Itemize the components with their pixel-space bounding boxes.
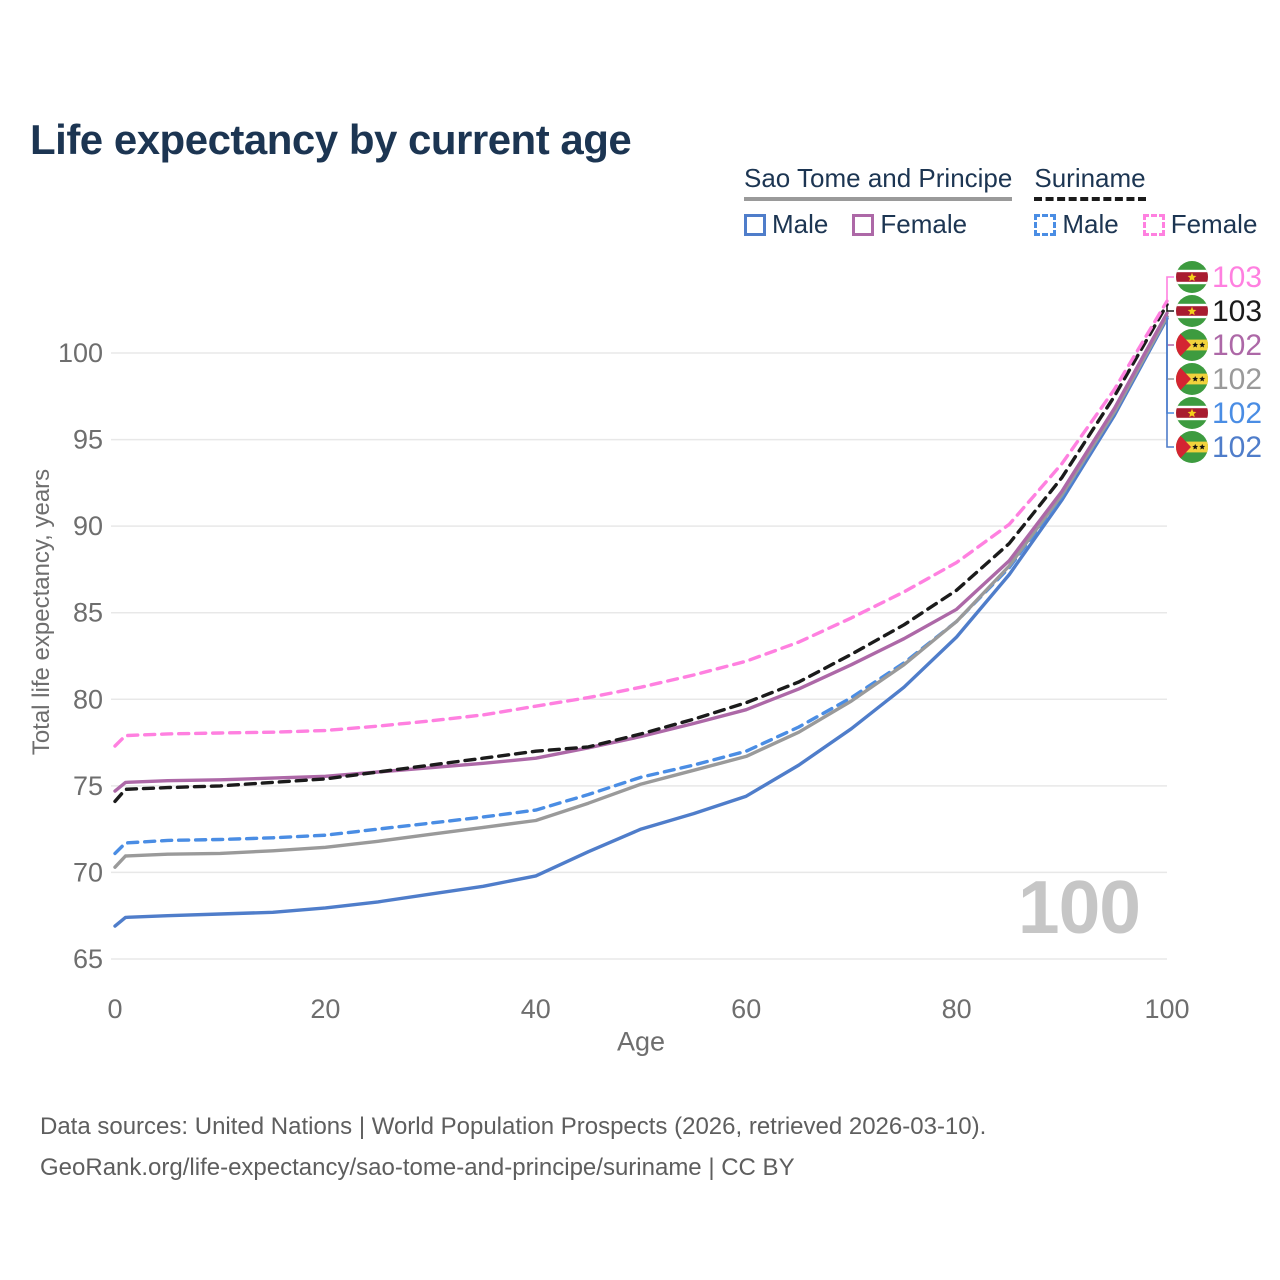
chart-legend: Sao Tome and Principe Male Female Surina…	[744, 163, 1257, 240]
y-tick-label: 90	[73, 511, 103, 541]
legend-item-stp-female[interactable]: Female	[852, 209, 967, 240]
legend-item-label: Female	[880, 209, 968, 239]
watermark-max-age: 100	[1017, 865, 1141, 949]
leader-line	[1166, 276, 1174, 302]
legend-item-label: Male	[1062, 209, 1119, 239]
series-line-sao-tome-and-principe-female[interactable]	[113, 311, 1169, 793]
y-tick-label: 85	[73, 598, 103, 628]
flag-suriname-icon	[1176, 295, 1208, 327]
y-tick-label: 95	[73, 425, 103, 455]
legend-item-stp-male[interactable]: Male	[744, 209, 828, 240]
x-tick-label: 40	[521, 994, 551, 1024]
x-axis-title: Age	[616, 1026, 666, 1057]
y-tick-label: 65	[73, 944, 103, 974]
x-tick-label: 20	[310, 994, 340, 1024]
flag-sao-tome-icon	[1176, 363, 1208, 395]
legend-item-suriname-male[interactable]: Male	[1034, 209, 1119, 240]
dashed-line-swatch-icon	[1142, 213, 1165, 236]
x-tick-label: 0	[107, 994, 122, 1024]
flag-suriname-icon	[1176, 397, 1208, 429]
legend-item-label: Female	[1170, 209, 1258, 239]
y-tick-label: 100	[58, 338, 103, 368]
x-tick-label: 60	[731, 994, 761, 1024]
leader-line	[1166, 316, 1174, 414]
flag-sao-tome-icon	[1176, 329, 1208, 361]
x-tick-label: 80	[942, 994, 972, 1024]
series-line-suriname-both-sexes[interactable]	[113, 302, 1169, 804]
footer: Data sources: United Nations | World Pop…	[40, 1106, 986, 1188]
footer-data-sources: Data sources: United Nations | World Pop…	[40, 1113, 987, 1140]
legend-item-label: Male	[772, 209, 829, 239]
leader-line	[1166, 316, 1174, 380]
legend-item-suriname-female[interactable]: Female	[1142, 209, 1258, 240]
legend-group-suriname: Suriname Male Female	[1034, 163, 1257, 240]
series-line-sao-tome-and-principe-male[interactable]	[113, 316, 1169, 928]
y-tick-label: 80	[73, 684, 103, 714]
end-value-label: 103	[1212, 261, 1262, 294]
y-axis-title: Total life expectancy, years	[28, 468, 55, 756]
flag-suriname-icon	[1176, 261, 1208, 293]
solid-line-swatch-icon	[852, 213, 875, 236]
legend-group-sao-tome-and-principe: Sao Tome and Principe Male Female	[744, 163, 1013, 240]
end-value-label: 102	[1212, 329, 1262, 362]
leader-line	[1166, 318, 1174, 448]
end-value-label: 103	[1212, 295, 1262, 328]
series-line-sao-tome-and-principe-both-sexes[interactable]	[113, 314, 1169, 869]
legend-country-name-sao-tome: Sao Tome and Principe	[744, 163, 1013, 201]
y-tick-label: 70	[73, 857, 103, 887]
legend-country-name-suriname: Suriname	[1034, 163, 1146, 201]
series-line-suriname-female[interactable]	[113, 299, 1169, 748]
solid-line-swatch-icon	[744, 213, 766, 236]
series-line-suriname-male[interactable]	[113, 314, 1169, 856]
footer-url-license: GeoRank.org/life-expectancy/sao-tome-and…	[40, 1154, 795, 1181]
leader-line	[1166, 304, 1174, 312]
end-value-label: 102	[1212, 431, 1262, 464]
flag-sao-tome-icon	[1176, 431, 1208, 463]
dashed-line-swatch-icon	[1034, 213, 1057, 236]
end-value-label: 102	[1212, 363, 1262, 396]
y-tick-label: 75	[73, 771, 103, 801]
end-value-label: 102	[1212, 397, 1262, 430]
x-tick-label: 100	[1144, 994, 1189, 1024]
page-title: Life expectancy by current age	[30, 116, 632, 164]
